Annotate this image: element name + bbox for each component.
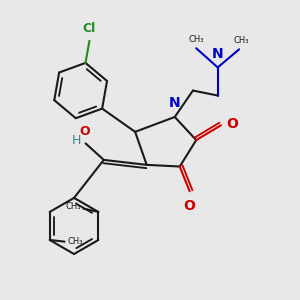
Text: N: N	[212, 47, 224, 61]
Text: O: O	[226, 117, 238, 130]
Text: CH₃: CH₃	[233, 36, 249, 45]
Text: CH₃: CH₃	[65, 202, 81, 211]
Text: H: H	[71, 134, 81, 147]
Text: CH₃: CH₃	[67, 237, 83, 246]
Text: O: O	[80, 125, 90, 138]
Text: CH₃: CH₃	[188, 35, 204, 44]
Text: Cl: Cl	[83, 22, 96, 35]
Text: O: O	[184, 199, 196, 212]
Text: N: N	[169, 96, 181, 110]
